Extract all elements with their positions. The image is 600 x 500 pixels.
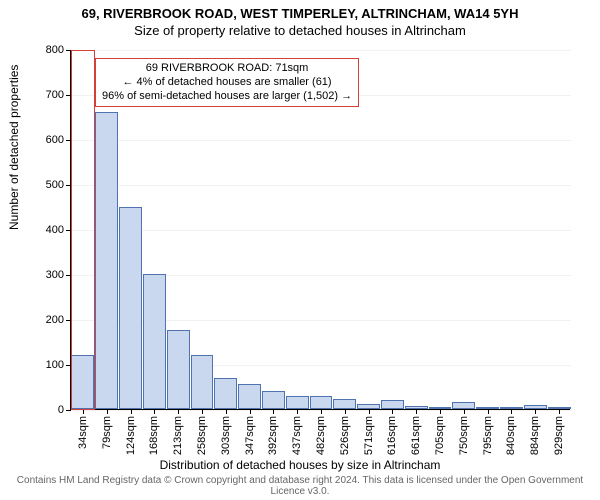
x-tick-label: 258sqm [196,416,208,455]
x-tick-label: 884sqm [529,416,541,455]
bar [238,384,261,409]
x-tick [178,409,179,414]
x-tick-label: 392sqm [267,416,279,455]
x-tick [440,409,441,414]
x-tick-label: 571sqm [363,416,375,455]
annotation-line: 96% of semi-detached houses are larger (… [102,90,352,104]
y-axis-title: Number of detached properties [7,65,21,230]
bar [381,400,404,409]
y-tick-label: 500 [46,179,64,191]
x-tick-label: 303sqm [220,416,232,455]
x-tick-label: 929sqm [553,416,565,455]
x-tick [297,409,298,414]
title-sub: Size of property relative to detached ho… [0,21,600,38]
y-tick-label: 800 [46,44,64,56]
x-tick-label: 750sqm [458,416,470,455]
bar [310,396,333,409]
y-tick-label: 100 [46,359,64,371]
x-tick-label: 840sqm [505,416,517,455]
annotation-line: 69 RIVERBROOK ROAD: 71sqm [102,62,352,76]
title-main: 69, RIVERBROOK ROAD, WEST TIMPERLEY, ALT… [0,0,600,21]
x-tick-label: 213sqm [172,416,184,455]
highlight-region [71,50,95,410]
plot: 010020030040050060070080034sqm79sqm124sq… [70,50,570,410]
x-tick [226,409,227,414]
x-tick-label: 526sqm [339,416,351,455]
bar [333,399,356,409]
x-tick [345,409,346,414]
bar [95,112,118,409]
gridline [71,185,571,186]
footer-text: Contains HM Land Registry data © Crown c… [0,475,600,497]
x-tick-label: 795sqm [482,416,494,455]
x-tick [535,409,536,414]
x-tick-label: 661sqm [410,416,422,455]
gridline [71,140,571,141]
bar [167,330,190,409]
y-tick-label: 700 [46,89,64,101]
bar [119,207,142,410]
x-tick [154,409,155,414]
x-axis-title: Distribution of detached houses by size … [0,458,600,472]
x-tick-label: 168sqm [148,416,160,455]
y-tick-label: 600 [46,134,64,146]
bar [286,396,309,410]
bar [191,355,214,409]
gridline [71,230,571,231]
bar [262,391,285,409]
x-tick [131,409,132,414]
x-tick-label: 616sqm [386,416,398,455]
x-tick [511,409,512,414]
bar [143,274,166,409]
x-tick [464,409,465,414]
gridline [71,50,571,51]
x-tick [416,409,417,414]
x-tick-label: 124sqm [125,416,137,455]
y-tick-label: 400 [46,224,64,236]
x-tick-label: 79sqm [101,416,113,449]
x-tick [559,409,560,414]
bar [452,402,475,409]
x-tick [321,409,322,414]
x-tick-label: 347sqm [244,416,256,455]
chart-area: 010020030040050060070080034sqm79sqm124sq… [70,50,570,410]
y-tick-label: 300 [46,269,64,281]
annotation-line: ← 4% of detached houses are smaller (61) [102,76,352,90]
y-tick [66,410,71,411]
y-tick-label: 0 [58,404,64,416]
x-tick-label: 705sqm [434,416,446,455]
x-tick [488,409,489,414]
x-tick [202,409,203,414]
x-tick [369,409,370,414]
annotation-box: 69 RIVERBROOK ROAD: 71sqm← 4% of detache… [95,58,359,107]
bar [214,378,237,410]
x-tick [392,409,393,414]
figure: 69, RIVERBROOK ROAD, WEST TIMPERLEY, ALT… [0,0,600,500]
x-tick [250,409,251,414]
x-tick-label: 482sqm [315,416,327,455]
x-tick-label: 437sqm [291,416,303,455]
y-tick-label: 200 [46,314,64,326]
x-tick [107,409,108,414]
x-tick-label: 34sqm [77,416,89,449]
x-tick [273,409,274,414]
